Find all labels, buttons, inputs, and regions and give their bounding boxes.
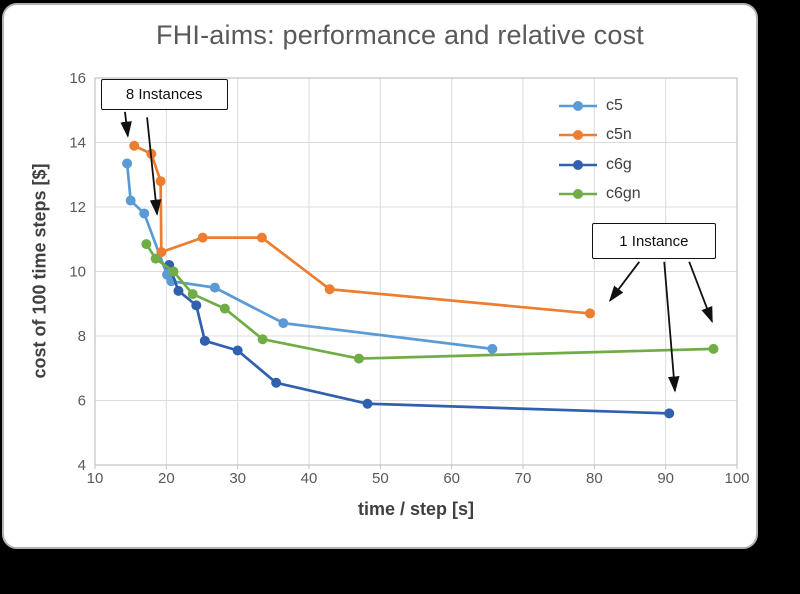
annotation-arrows-0 [120,111,162,216]
series-c6gn [141,239,719,364]
data-point-c6g [191,300,202,311]
legend-item-c5: c5 [558,91,641,121]
svg-text:70: 70 [515,470,532,487]
data-point-c6g [271,377,282,388]
data-point-c5 [209,282,220,293]
data-point-c6gn [187,289,198,300]
legend-label: c5n [606,126,632,144]
legend-label: c5 [606,96,623,114]
data-point-c6gn [708,343,719,354]
legend-marker-c6gn [559,189,597,200]
legend-item-c5n: c5n [558,121,641,151]
svg-text:80: 80 [586,470,603,487]
data-point-c6gn [219,303,230,314]
data-point-c5 [487,343,498,354]
data-point-c5 [278,318,289,329]
plot-border [94,77,738,466]
data-point-c6g [664,408,675,419]
series-c5n [129,140,596,319]
legend-marker-c6g [559,159,597,170]
data-point-c6gn [353,353,364,364]
data-point-c5n [155,176,166,187]
legend-item-c6g: c6g [558,150,641,180]
series-c6g [164,260,675,419]
svg-text:12: 12 [69,199,86,216]
data-point-c5 [122,158,133,169]
annotation-label: 8 Instances [125,86,203,104]
data-point-c6gn [141,239,152,250]
legend: c5 c5n c6g c6gn [558,91,641,209]
legend-item-c6gn: c6gn [558,180,641,210]
svg-text:40: 40 [301,470,318,487]
svg-text:8: 8 [78,328,86,345]
svg-text:60: 60 [443,470,460,487]
svg-text:100: 100 [724,470,749,487]
svg-text:16: 16 [69,70,86,87]
annotation-arrows-1 [608,261,713,393]
svg-text:10: 10 [69,264,86,281]
data-point-c6g [362,398,373,409]
x-tick-marks [94,465,738,469]
svg-text:10: 10 [87,470,104,487]
data-point-c6g [199,335,210,346]
legend-marker-c5 [559,100,597,111]
data-point-c6g [173,285,184,296]
y-tick-labels: 4 6 8 10 12 14 16 [69,70,86,474]
data-point-c5n [256,232,267,243]
svg-text:50: 50 [372,470,389,487]
data-point-c5n [324,284,335,295]
legend-label: c6g [606,155,632,173]
data-point-c5n [197,232,208,243]
svg-text:30: 30 [229,470,246,487]
x-tick-labels: 10 20 30 40 50 60 70 80 90 100 [87,470,750,487]
data-point-c6gn [168,266,179,277]
series-c5 [122,158,498,354]
annotation-label: 1 Instance [619,232,689,250]
chart-title: FHI-aims: performance and relative cost [156,20,644,50]
data-point-c6gn [150,253,161,264]
annotation-8-instances: 8 Instances [100,78,228,111]
svg-text:4: 4 [78,457,86,474]
data-point-c6gn [257,334,268,345]
data-point-c5n [129,140,140,151]
data-point-c6g [232,345,243,356]
x-axis-title: time / step [s] [357,499,475,519]
data-point-c5n [585,308,596,319]
svg-text:6: 6 [78,393,86,410]
legend-label: c6gn [606,185,641,203]
data-point-c5 [139,208,150,219]
y-axis-title: cost of 100 time steps [$] [29,163,50,379]
legend-marker-c5n [559,130,597,141]
annotation-1-instance: 1 Instance [592,223,716,260]
svg-text:20: 20 [158,470,175,487]
data-point-c5 [125,195,136,206]
svg-text:14: 14 [69,135,86,152]
data-point-c5n [156,247,167,258]
svg-text:90: 90 [657,470,674,487]
